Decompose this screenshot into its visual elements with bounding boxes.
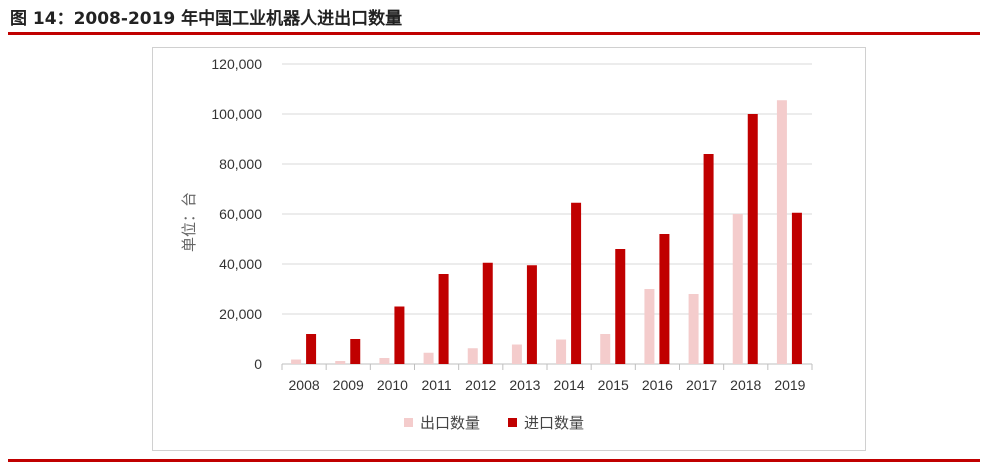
x-tick-label: 2008: [289, 377, 320, 393]
bar-import: [615, 249, 626, 364]
bar-export: [335, 361, 346, 364]
y-tick-label: 20,000: [219, 306, 262, 322]
bar-import: [747, 114, 758, 364]
x-tick-label: 2015: [598, 377, 629, 393]
y-tick-label: 100,000: [211, 106, 262, 122]
x-tick-label: 2014: [554, 377, 585, 393]
x-tick-label: 2012: [465, 377, 496, 393]
y-tick-label: 80,000: [219, 156, 262, 172]
top-rule: [8, 32, 980, 35]
bar-import: [350, 339, 361, 364]
x-tick-label: 2019: [774, 377, 805, 393]
bar-import: [394, 306, 405, 364]
x-tick-label: 2013: [509, 377, 540, 393]
legend-swatch: [404, 418, 413, 427]
y-tick-label: 40,000: [219, 256, 262, 272]
bar-export: [688, 294, 699, 364]
x-tick-label: 2011: [422, 377, 452, 393]
x-tick-label: 2010: [377, 377, 408, 393]
bar-import: [526, 265, 537, 364]
x-tick-label: 2017: [686, 377, 717, 393]
bar-export: [379, 358, 390, 364]
bar-export: [644, 289, 655, 364]
bar-import: [306, 334, 317, 364]
x-tick-label: 2016: [642, 377, 673, 393]
bar-export: [556, 339, 567, 364]
bar-import: [703, 154, 714, 364]
bar-export: [600, 334, 611, 364]
bar-import: [438, 274, 449, 364]
legend-swatch: [508, 418, 517, 427]
bar-export: [467, 348, 478, 364]
bar-export: [511, 344, 522, 364]
y-tick-label: 120,000: [211, 56, 262, 72]
bar-export: [776, 100, 787, 364]
legend-label: 进口数量: [524, 414, 584, 432]
bar-export: [291, 359, 302, 364]
bar-import: [482, 262, 493, 364]
bar-export: [732, 214, 743, 364]
bar-import: [791, 212, 802, 364]
bottom-rule: [8, 459, 980, 462]
legend-label: 出口数量: [420, 414, 480, 432]
y-tick-label: 60,000: [219, 206, 262, 222]
bar-export: [423, 352, 434, 364]
y-axis-label: 单位：台: [180, 192, 198, 252]
bar-import: [659, 234, 670, 364]
bar-import: [571, 202, 582, 364]
figure-title: 图 14：2008-2019 年中国工业机器人进出口数量: [10, 9, 403, 29]
x-tick-label: 2009: [333, 377, 364, 393]
y-tick-label: 0: [254, 356, 262, 372]
x-tick-label: 2018: [730, 377, 761, 393]
